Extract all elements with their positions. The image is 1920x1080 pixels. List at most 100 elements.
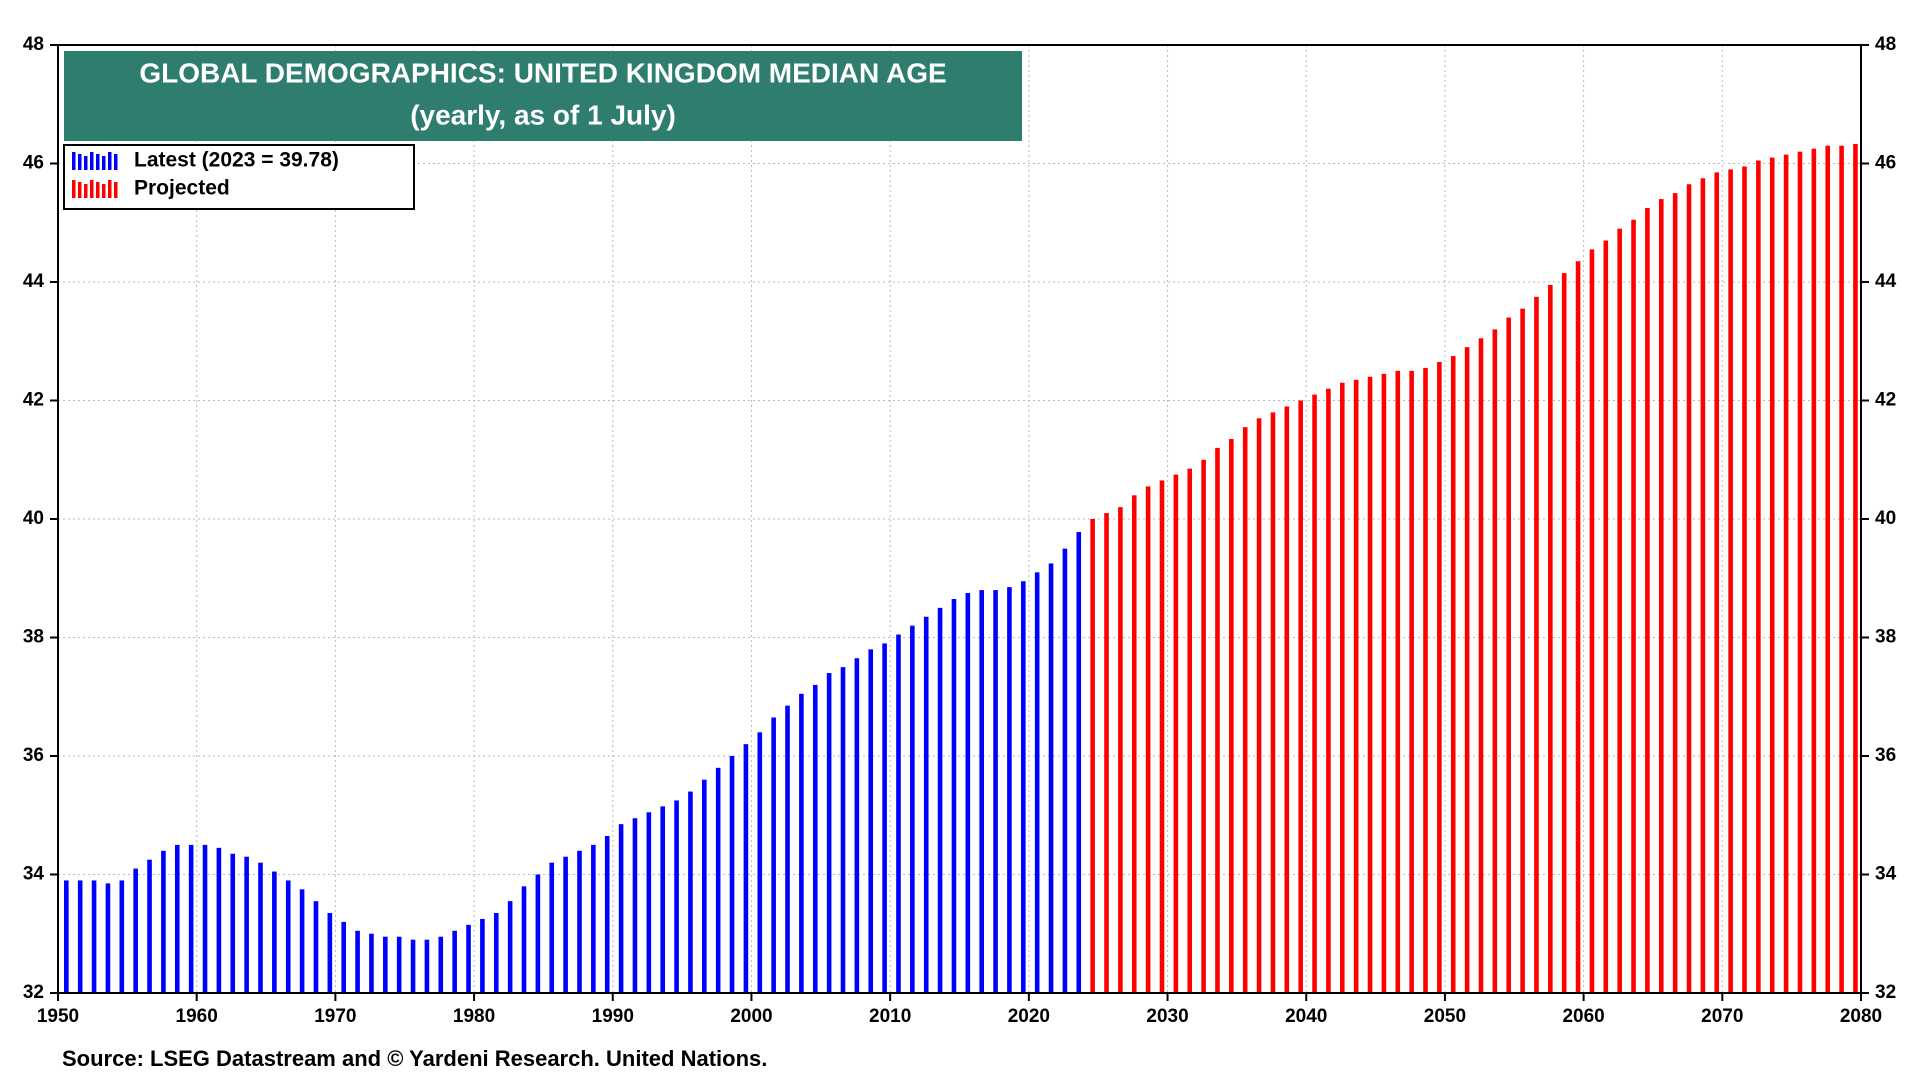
x-tick-label: 1950 xyxy=(37,1006,79,1027)
bar xyxy=(521,886,527,993)
bar xyxy=(965,593,971,993)
legend-swatch-bar xyxy=(102,184,106,198)
y-tick-label: 36 xyxy=(23,745,44,766)
bar xyxy=(1575,261,1581,993)
bar xyxy=(161,850,166,993)
bar xyxy=(1353,379,1359,993)
bar xyxy=(854,658,860,993)
y2-tick-label: 34 xyxy=(1875,864,1897,885)
bar xyxy=(1561,273,1567,993)
legend-label: Projected xyxy=(134,177,230,200)
bar xyxy=(313,901,319,993)
bar xyxy=(979,590,984,993)
source-note: Source: LSEG Datastream and © Yardeni Re… xyxy=(62,1046,767,1071)
bar xyxy=(188,844,194,993)
bar xyxy=(1145,486,1151,993)
x-tick-label: 2070 xyxy=(1701,1006,1743,1027)
bars xyxy=(64,143,1858,994)
bar xyxy=(355,930,360,993)
y2-tick-label: 44 xyxy=(1875,271,1897,292)
legend-swatch-bar xyxy=(114,154,118,170)
bar xyxy=(1173,474,1179,993)
bar xyxy=(1076,532,1082,993)
bar xyxy=(1617,228,1622,994)
bar xyxy=(202,844,208,993)
bar xyxy=(424,939,430,993)
bar xyxy=(396,936,402,993)
bar xyxy=(771,717,776,993)
bar xyxy=(327,913,333,993)
y2-tick-label: 48 xyxy=(1875,34,1896,55)
bar xyxy=(105,883,111,993)
bar xyxy=(1339,382,1345,994)
x-tick-label: 2000 xyxy=(730,1006,772,1027)
bar xyxy=(743,744,749,993)
x-tick-label: 1980 xyxy=(453,1006,495,1027)
bar xyxy=(466,924,471,993)
bar xyxy=(1506,317,1512,993)
bar xyxy=(1450,356,1456,993)
bar xyxy=(480,918,485,993)
bar xyxy=(604,835,610,993)
bar xyxy=(1034,572,1040,993)
y-tick-label: 32 xyxy=(23,982,44,1003)
bar xyxy=(993,590,998,993)
bar xyxy=(230,853,236,993)
bar xyxy=(1464,347,1470,993)
legend-swatch-bar xyxy=(84,184,88,198)
bar xyxy=(1020,581,1026,993)
bar xyxy=(1797,151,1803,993)
bar xyxy=(1423,367,1428,994)
bar xyxy=(549,862,555,993)
bar xyxy=(119,880,125,993)
bar xyxy=(285,880,291,993)
y-tick-label: 42 xyxy=(23,390,44,411)
bar xyxy=(563,856,568,993)
bar xyxy=(452,930,457,993)
bar xyxy=(383,936,388,993)
title-box xyxy=(64,51,1022,141)
bar xyxy=(826,673,832,993)
bar xyxy=(1409,370,1414,993)
bar xyxy=(1215,447,1220,993)
bar xyxy=(1159,480,1165,993)
bar xyxy=(1118,507,1123,993)
legend-swatch-bar xyxy=(90,180,94,198)
bar xyxy=(1631,219,1636,994)
bar xyxy=(174,844,180,993)
bar xyxy=(674,800,679,993)
bar xyxy=(1478,338,1484,994)
bar xyxy=(1811,148,1817,993)
legend-swatch-bar xyxy=(78,154,82,170)
y-tick-label: 48 xyxy=(23,34,44,55)
y2-tick-label: 46 xyxy=(1875,153,1896,174)
bar xyxy=(507,901,513,993)
bar xyxy=(1853,143,1858,993)
bar xyxy=(812,684,818,993)
bar xyxy=(341,921,347,993)
bar xyxy=(77,880,83,993)
bar xyxy=(1589,249,1595,994)
bar xyxy=(757,732,763,993)
bar xyxy=(729,756,735,993)
bar xyxy=(1714,172,1720,993)
bar xyxy=(299,889,305,993)
bar xyxy=(1672,193,1678,993)
bar xyxy=(1603,240,1609,993)
legend-swatch-bar xyxy=(72,152,76,170)
bar xyxy=(840,667,846,993)
bar xyxy=(1298,400,1303,993)
bar xyxy=(1825,145,1831,994)
bar xyxy=(64,880,69,993)
bar xyxy=(369,933,374,993)
legend-swatch-bar xyxy=(96,154,100,170)
bar xyxy=(1312,394,1317,993)
legend-swatch-bar xyxy=(114,182,118,198)
bar xyxy=(244,856,249,993)
bar xyxy=(688,791,693,993)
bar xyxy=(272,871,277,993)
bar xyxy=(1534,296,1539,993)
bar xyxy=(882,643,887,993)
bar xyxy=(1381,373,1387,993)
y-tick-label: 34 xyxy=(23,864,45,885)
